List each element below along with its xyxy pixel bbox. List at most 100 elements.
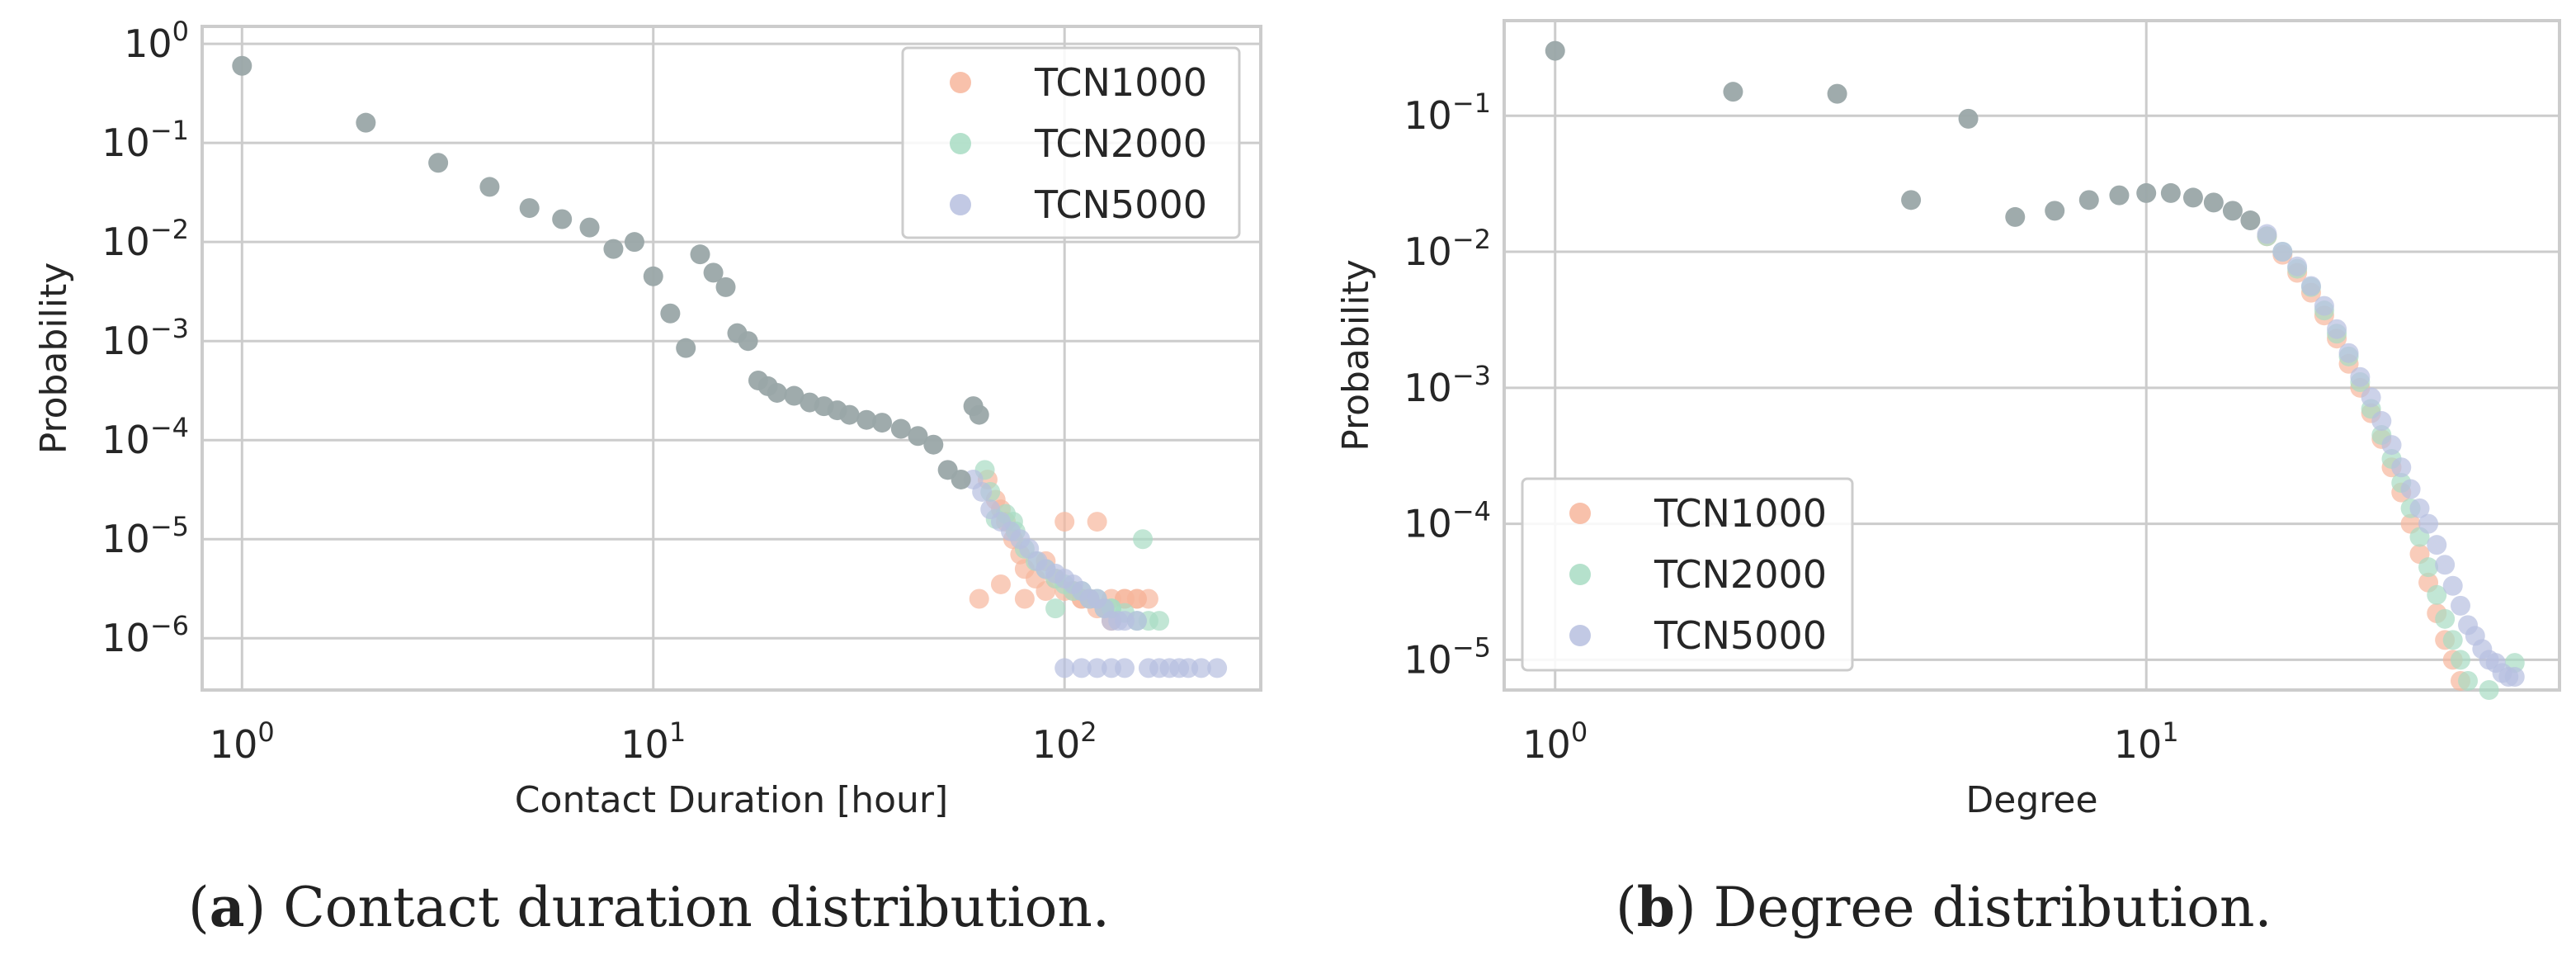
data-point [890,418,911,439]
x-tick-base: 10 [1522,722,1571,767]
y-tick-exponent: −3 [150,313,189,344]
legend-label-TCN1000: TCN1000 [1654,491,1827,536]
y-tick-label: 10−4 [101,412,189,462]
x-tick-base: 10 [210,722,258,767]
data-point [738,331,758,352]
y-tick-exponent: −6 [150,610,189,641]
legend: TCN1000 TCN2000 TCN5000 [1521,477,1854,672]
x-tick-base: 10 [2114,722,2163,767]
data-point [428,153,449,173]
data-point [767,382,787,403]
y-tick-exponent: −2 [1452,224,1491,255]
data-point [2136,182,2157,203]
data-point [2504,667,2525,688]
caption-a-label: a [209,875,245,939]
data-point [2442,575,2463,596]
y-tick-exponent: −5 [1452,631,1491,663]
y-tick-label: 10−5 [101,511,189,561]
data-point [2435,608,2456,629]
data-point [479,177,500,197]
y-tick-label: 10−3 [101,313,189,363]
data-point [1087,658,1107,678]
data-point [676,338,696,358]
y-tick-base: 10 [101,121,150,165]
data-point [1133,529,1154,550]
y-tick-base: 10 [101,319,150,363]
data-point [2458,670,2479,691]
data-point [951,469,971,489]
data-point [2350,366,2371,387]
y-tick-exponent: −4 [1452,496,1491,527]
data-point [784,385,804,406]
legend-label-TCN5000: TCN5000 [1654,613,1827,658]
data-point [1827,83,1847,104]
data-point [2203,192,2224,213]
data-point [969,588,989,609]
data-point [2381,435,2402,456]
data-point [1723,82,1743,102]
panel-b: 100 10110−110−210−310−410−5DegreeProbabil… [1335,19,2561,821]
data-point [1087,512,1107,532]
legend-marker-TCN2000 [1569,564,1591,585]
y-tick-exponent: −4 [150,412,189,443]
data-point [2160,182,2181,203]
data-point [2314,295,2334,316]
data-point [232,55,252,76]
data-point [2418,513,2439,534]
data-point [2045,201,2065,221]
data-point [2338,343,2359,363]
data-point [2078,190,2099,210]
data-point [643,266,663,286]
x-tick-label: 102 [1032,716,1097,767]
data-point [2240,210,2261,231]
data-point [990,574,1011,594]
data-point [690,244,710,265]
data-point [1191,658,1211,678]
y-tick-label: 10−2 [1404,224,1491,274]
data-point [2327,319,2347,339]
plot-frame [1503,19,2561,692]
data-point [1126,611,1147,631]
legend-label-TCN5000: TCN5000 [1034,182,1207,227]
y-tick-base: 10 [1404,366,1452,410]
data-point [703,262,724,283]
data-point [923,434,944,455]
legend-marker-TCN5000 [950,194,971,215]
y-tick-label: 10−3 [1404,360,1491,410]
x-axis-label: Degree [1965,779,2097,821]
legend-label-TCN1000: TCN1000 [1034,60,1207,105]
data-point [1901,190,1922,210]
data-point [2287,256,2308,277]
legend-box [901,46,1241,239]
legend-box [1521,477,1854,672]
y-axis-label: Probability [33,262,75,455]
data-point [1071,658,1092,678]
y-tick-label: 10−1 [1404,87,1491,138]
legend-marker-TCN5000 [1569,625,1591,646]
legend-marker-TCN1000 [1569,503,1591,524]
x-tick-base: 10 [1032,722,1081,767]
legend-label-TCN2000: TCN2000 [1034,121,1207,166]
x-tick-exponent: 2 [1080,716,1097,748]
x-tick-label: 101 [620,716,686,767]
data-point [1115,658,1135,678]
data-point [2257,224,2277,244]
y-tick-exponent: −1 [150,115,189,146]
data-points [232,55,1228,678]
data-point [1126,588,1147,609]
y-tick-exponent: 0 [172,16,189,47]
data-point [2005,206,2026,227]
data-point [908,426,928,447]
data-point [2361,387,2381,408]
data-point [2479,680,2499,700]
data-point [1958,108,1979,129]
data-point [1054,512,1075,532]
y-tick-base: 10 [101,517,150,561]
data-point [356,112,376,133]
data-point [872,413,893,433]
caption-b-text: ) Degree distribution. [1674,876,2272,939]
y-tick-label: 10−6 [101,610,189,660]
series-TCN2000 [2257,226,2525,700]
x-tick-exponent: 1 [669,716,686,748]
